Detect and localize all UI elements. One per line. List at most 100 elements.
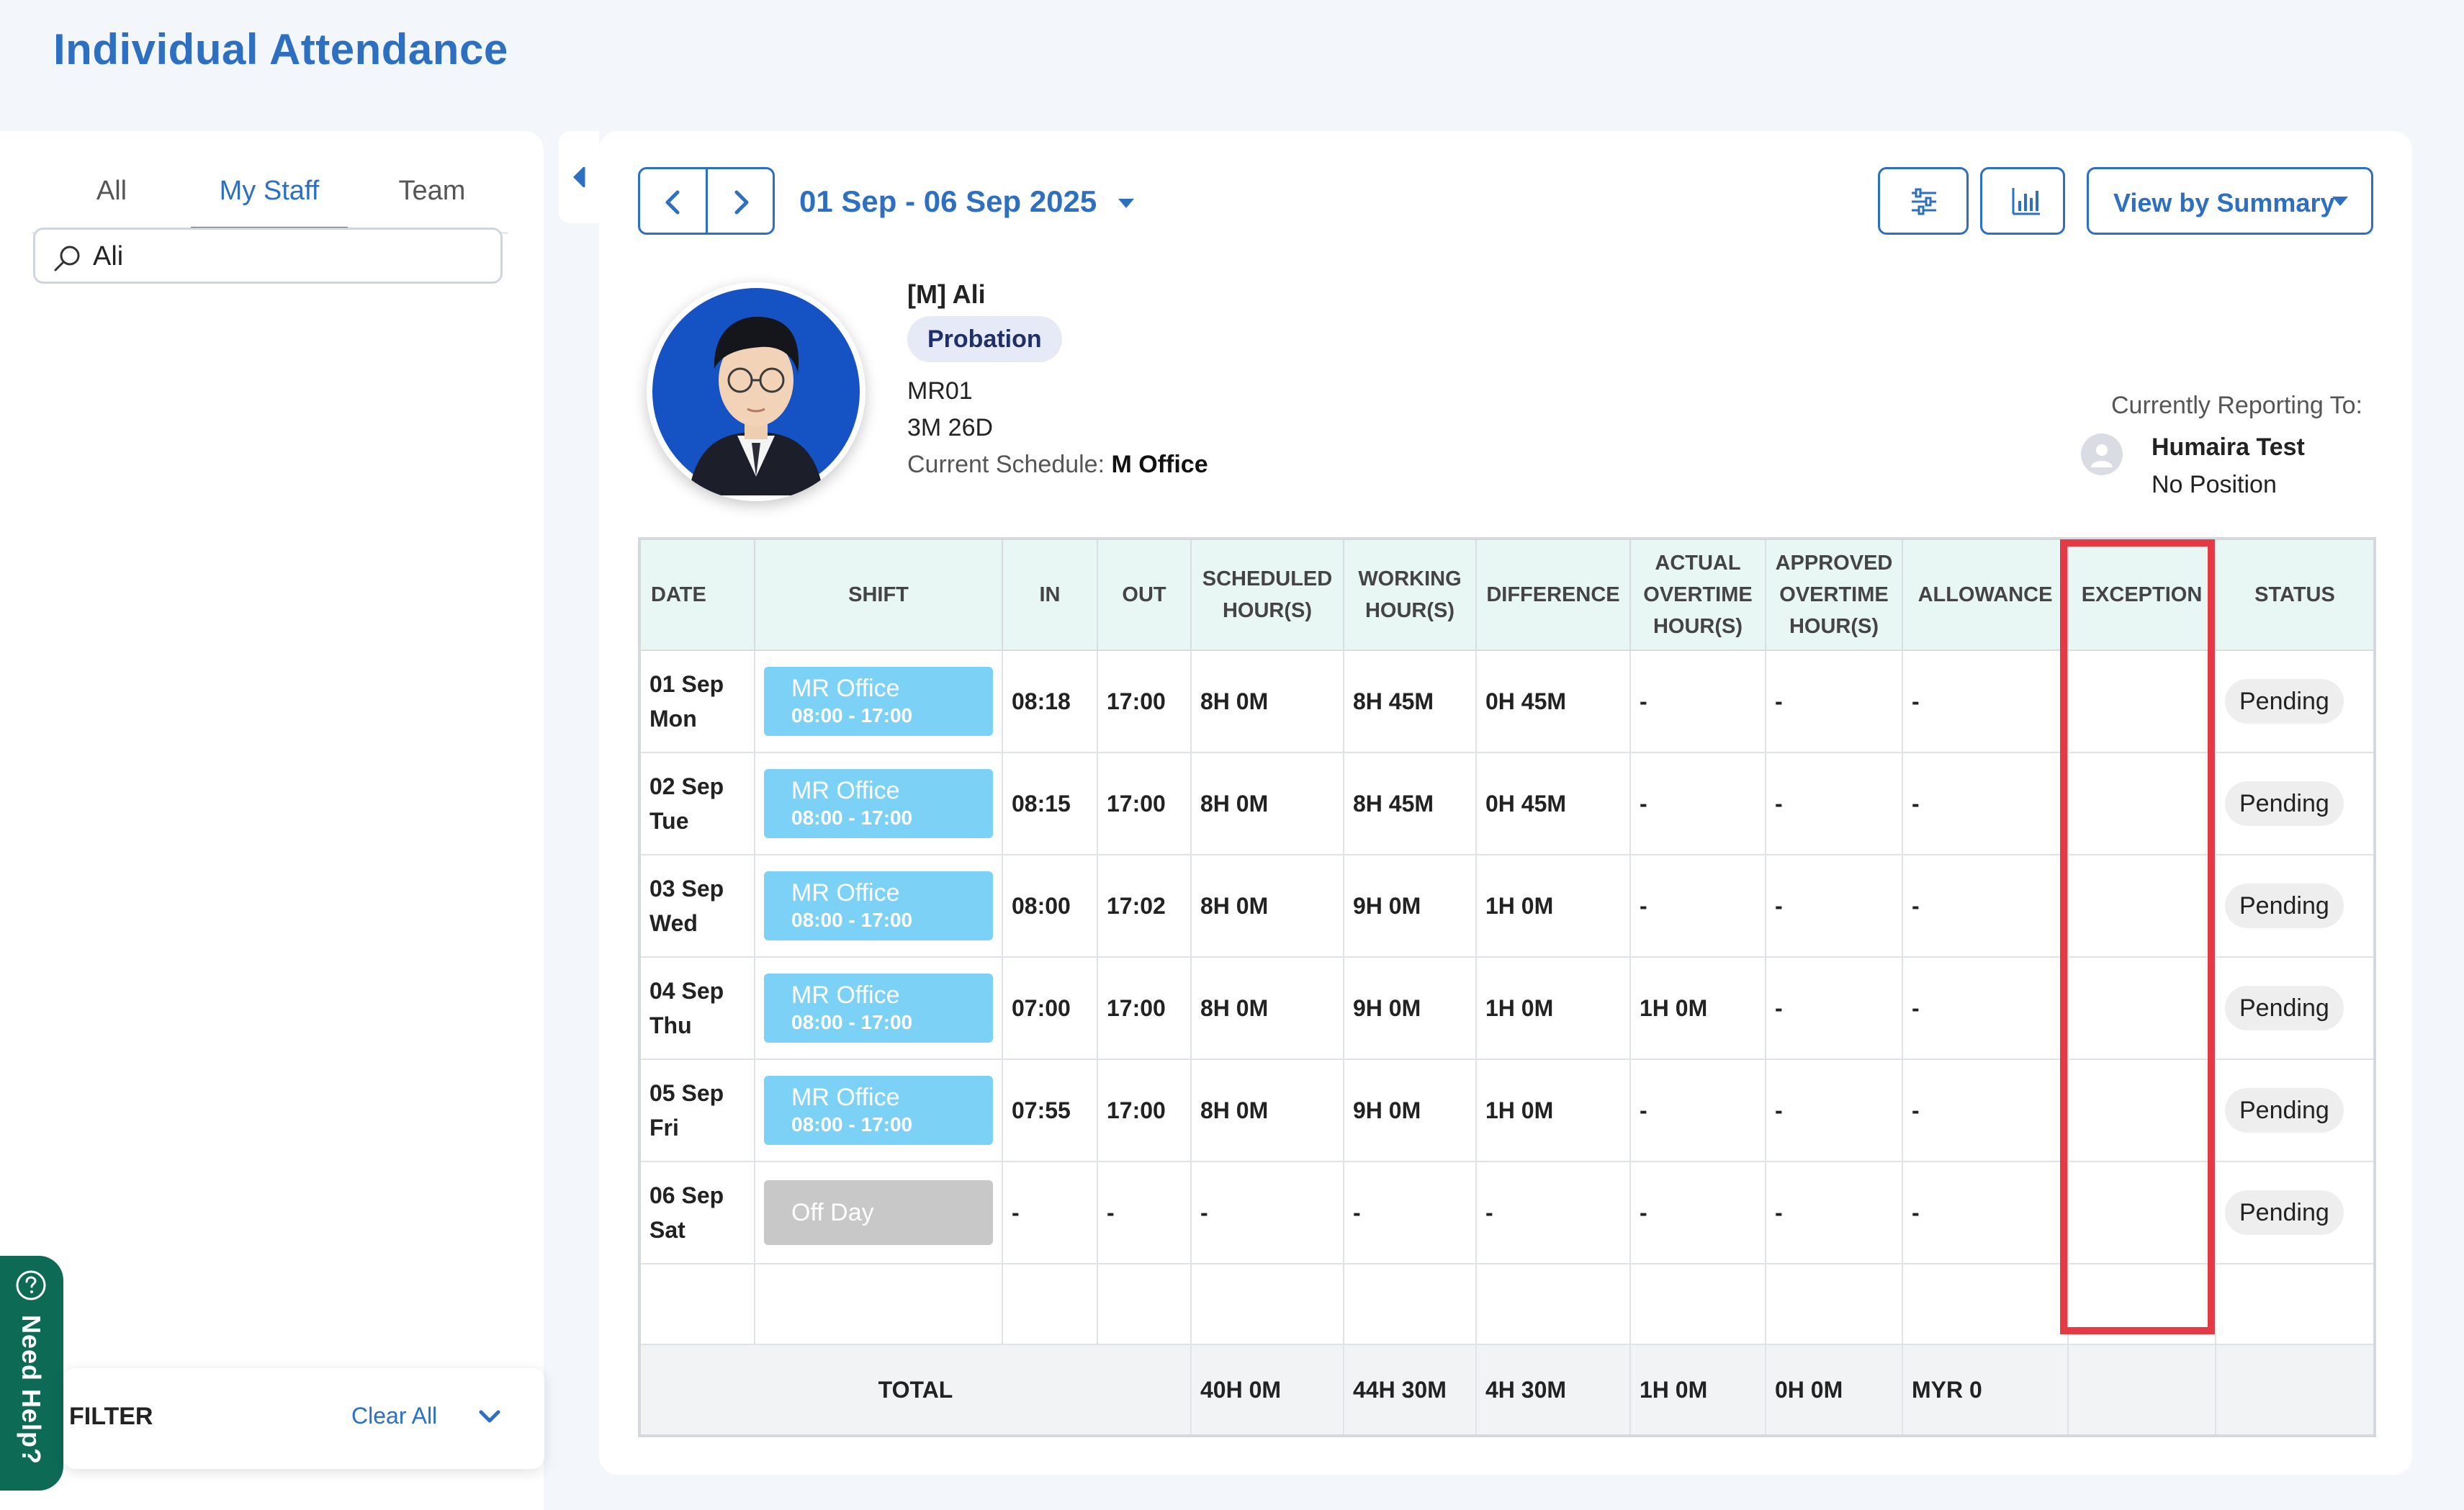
allowance: - — [1902, 650, 2069, 753]
table-row[interactable]: 03 Sep Wed MR Office 08:00 - 17:00 08:00 1… — [639, 854, 2375, 958]
header-line: HOUR(S) — [1653, 615, 1743, 638]
date-cell: 03 Sep Wed — [639, 854, 755, 958]
shift-name: Off Day — [791, 1198, 874, 1226]
table-row[interactable]: 01 Sep Mon MR Office 08:00 - 17:00 08:18 1… — [639, 650, 2375, 753]
shift-name: MR Office — [791, 777, 900, 804]
shift-cell: MR Office 08:00 - 17:00 — [754, 650, 1003, 753]
exception — [2067, 1059, 2216, 1162]
shift-block[interactable]: MR Office 08:00 - 17:00 — [764, 974, 993, 1043]
allowance: - — [1902, 752, 2069, 855]
difference: 1H 0M — [1475, 854, 1631, 958]
col-in: IN — [1002, 538, 1098, 651]
header-line: ACTUAL — [1655, 552, 1741, 575]
tab-team[interactable]: Team — [398, 176, 466, 206]
working-hours: 9H 0M — [1343, 1059, 1477, 1162]
actual-overtime: - — [1629, 650, 1766, 753]
shift-cell: MR Office 08:00 - 17:00 — [754, 752, 1003, 855]
empty-cell — [2067, 1263, 2216, 1345]
caret-down-icon — [1118, 198, 1134, 208]
table-row[interactable]: 04 Sep Thu MR Office 08:00 - 17:00 07:00 1… — [639, 956, 2375, 1060]
manager-avatar — [2081, 433, 2123, 475]
empty-cell — [1765, 1263, 1903, 1345]
collapse-sidebar-button[interactable] — [559, 131, 599, 223]
sliders-icon — [1912, 188, 1936, 215]
search-input[interactable] — [91, 235, 490, 277]
empty-cell — [1902, 1263, 2069, 1345]
next-week-button[interactable] — [705, 169, 773, 233]
total-difference: 4H 30M — [1475, 1344, 1631, 1437]
previous-week-button[interactable] — [640, 169, 706, 233]
col-exception: EXCEPTION — [2067, 538, 2216, 651]
filter-bar: FILTER Clear All — [63, 1368, 544, 1469]
date-range-picker[interactable]: 01 Sep - 06 Sep 2025 — [799, 184, 1136, 219]
tab-all[interactable]: All — [96, 176, 127, 206]
exception — [2067, 650, 2216, 753]
date: 01 Sep — [649, 671, 724, 697]
need-help-label: Need Help? — [17, 1315, 46, 1465]
employee-code: MR01 — [907, 377, 973, 405]
table-row[interactable]: 06 Sep Sat Off Day - - - - - - - - Pendin… — [639, 1161, 2375, 1264]
manager-position: No Position — [2151, 471, 2277, 498]
shift-block[interactable]: MR Office 08:00 - 17:00 — [764, 871, 993, 940]
scheduled-hours: - — [1190, 1161, 1344, 1264]
date: 06 Sep — [649, 1182, 724, 1208]
working-hours: 9H 0M — [1343, 956, 1477, 1060]
status-cell: Pending — [2215, 1161, 2375, 1264]
exception — [2067, 752, 2216, 855]
empty-cell — [1002, 1263, 1098, 1345]
shift-name: MR Office — [791, 981, 900, 1009]
clock-out: 17:02 — [1097, 854, 1192, 958]
view-mode-select[interactable]: View by Summary — [2087, 167, 2373, 235]
empty-cell — [1629, 1263, 1766, 1345]
status-cell: Pending — [2215, 1059, 2375, 1162]
col-date: DATE — [639, 538, 755, 651]
difference: 0H 45M — [1475, 752, 1631, 855]
allowance: - — [1902, 1059, 2069, 1162]
reporting-title: Currently Reporting To: — [2111, 392, 2362, 419]
weekday: Wed — [649, 910, 698, 936]
table-row[interactable]: 02 Sep Tue MR Office 08:00 - 17:00 08:15 1… — [639, 752, 2375, 855]
weekday: Fri — [649, 1115, 679, 1141]
off-day-block[interactable]: Off Day — [764, 1180, 993, 1245]
shift-name: MR Office — [791, 675, 900, 702]
shift-time: 08:00 - 17:00 — [791, 909, 913, 931]
table-row[interactable]: 05 Sep Fri MR Office 08:00 - 17:00 07:55 1… — [639, 1059, 2375, 1162]
date-range-label: 01 Sep - 06 Sep 2025 — [799, 184, 1097, 218]
chevron-left-icon — [665, 190, 680, 215]
working-hours: - — [1343, 1161, 1477, 1264]
need-help-button[interactable]: Need Help? — [0, 1256, 63, 1491]
employee-name: [M] Ali — [907, 279, 986, 309]
allowance: - — [1902, 854, 2069, 958]
difference: 0H 45M — [1475, 650, 1631, 753]
clear-all-link[interactable]: Clear All — [351, 1403, 438, 1429]
shift-name: MR Office — [791, 879, 900, 907]
shift-name: MR Office — [791, 1084, 900, 1111]
chart-view-button[interactable] — [1980, 167, 2065, 235]
header-line: HOUR(S) — [1364, 599, 1455, 622]
header-line: HOUR(S) — [1222, 599, 1313, 622]
shift-cell: Off Day — [754, 1161, 1003, 1264]
actual-overtime: - — [1629, 752, 1766, 855]
allowance: - — [1902, 1161, 2069, 1264]
header-line: HOUR(S) — [1789, 615, 1879, 638]
clock-out: 17:00 — [1097, 956, 1192, 1060]
date-cell: 01 Sep Mon — [639, 650, 755, 753]
chevron-down-icon[interactable] — [474, 1401, 505, 1433]
shift-block[interactable]: MR Office 08:00 - 17:00 — [764, 1076, 993, 1145]
col-allowance: ALLOWANCE — [1902, 538, 2069, 651]
search-box[interactable] — [33, 228, 503, 284]
total-exception — [2067, 1344, 2216, 1437]
filter-settings-button[interactable] — [1878, 167, 1969, 235]
help-icon — [14, 1269, 48, 1302]
shift-block[interactable]: MR Office 08:00 - 17:00 — [764, 667, 993, 736]
tab-my-staff[interactable]: My Staff — [191, 153, 348, 231]
shift-block[interactable]: MR Office 08:00 - 17:00 — [764, 769, 993, 838]
status-badge: Pending — [2225, 1088, 2344, 1133]
bar-chart-icon — [2012, 188, 2040, 215]
exception — [2067, 1161, 2216, 1264]
employee-tenure: 3M 26D — [907, 414, 994, 441]
header-line: SCHEDULED — [1202, 567, 1333, 590]
empty-cell — [1343, 1263, 1477, 1345]
header-line: OVERTIME — [1779, 583, 1889, 606]
date: 02 Sep — [649, 773, 724, 799]
